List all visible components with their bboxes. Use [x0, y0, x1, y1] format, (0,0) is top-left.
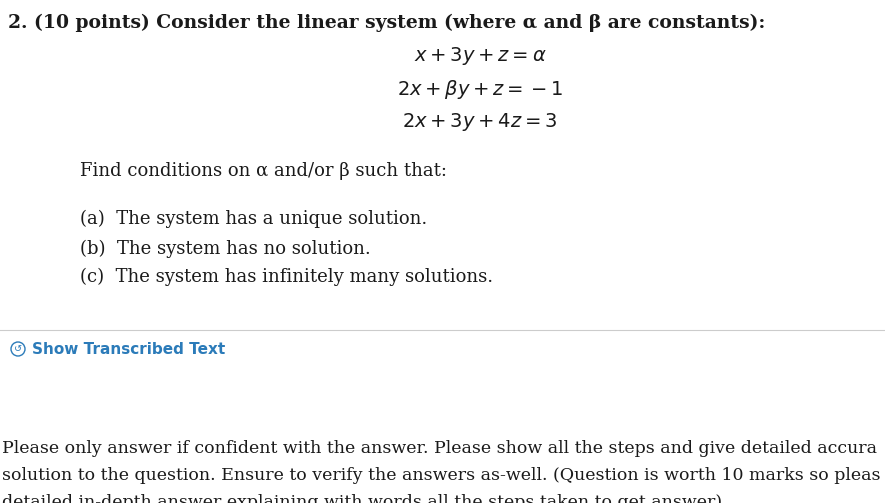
- Text: Please only answer if confident with the answer. Please show all the steps and g: Please only answer if confident with the…: [2, 440, 877, 457]
- Text: Find conditions on α and/or β such that:: Find conditions on α and/or β such that:: [80, 162, 447, 180]
- Text: detailed in-depth answer explaining with words all the steps taken to get answer: detailed in-depth answer explaining with…: [2, 494, 722, 503]
- Text: ↺: ↺: [14, 344, 22, 354]
- Text: Show Transcribed Text: Show Transcribed Text: [32, 342, 226, 357]
- Text: (c)  The system has infinitely many solutions.: (c) The system has infinitely many solut…: [80, 268, 493, 286]
- Text: $x+3y+z=\alpha$: $x+3y+z=\alpha$: [413, 45, 546, 67]
- Text: 2. (10 points) Consider the linear system (where α and β are constants):: 2. (10 points) Consider the linear syste…: [8, 14, 766, 32]
- Text: $2x+3y+4z=3$: $2x+3y+4z=3$: [403, 111, 558, 133]
- Text: solution to the question. Ensure to verify the answers as-well. (Question is wor: solution to the question. Ensure to veri…: [2, 467, 881, 484]
- Text: (a)  The system has a unique solution.: (a) The system has a unique solution.: [80, 210, 427, 228]
- Text: $2x+\beta y+z=-1$: $2x+\beta y+z=-1$: [396, 78, 563, 101]
- Text: (b)  The system has no solution.: (b) The system has no solution.: [80, 240, 371, 258]
